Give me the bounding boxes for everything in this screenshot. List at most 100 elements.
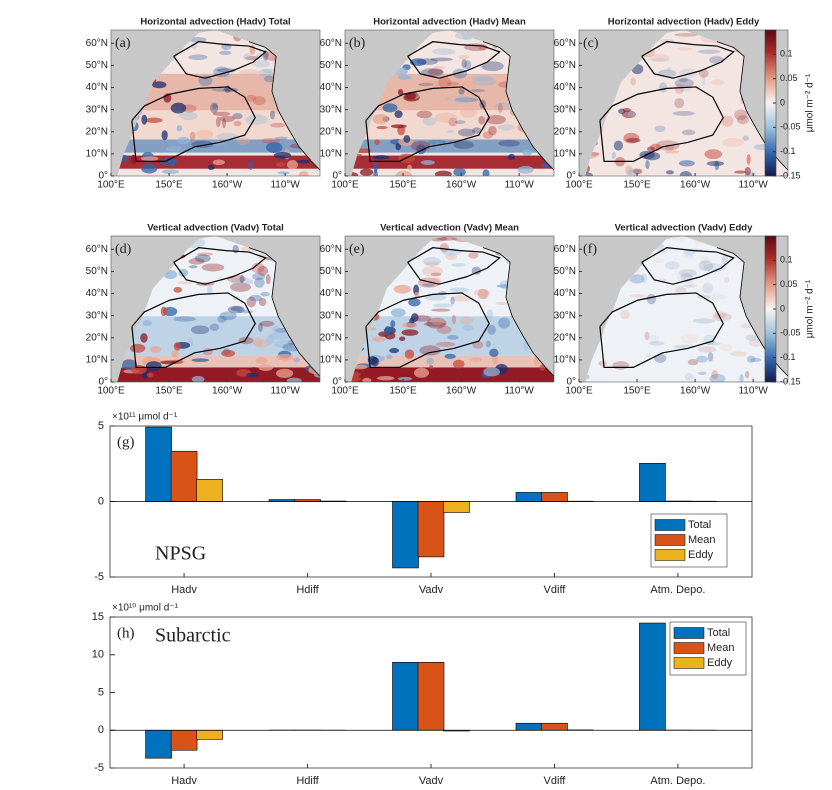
field-patch (222, 117, 227, 129)
field-band (351, 367, 554, 382)
field-patch (654, 125, 666, 133)
legend-swatch (654, 519, 686, 531)
field-patch (293, 357, 300, 363)
field-patch (659, 82, 668, 93)
field-patch (710, 79, 725, 86)
field-patch (161, 130, 168, 141)
y-tick-label: 0° (332, 171, 342, 182)
field-patch (286, 377, 302, 382)
subarctic-boundary (641, 41, 735, 79)
y-tick-label: 10 (92, 649, 104, 661)
field-patch (472, 341, 484, 349)
field-patch (451, 314, 456, 325)
field-patch (482, 131, 494, 139)
field-patch (255, 357, 268, 364)
field-patch (152, 81, 167, 89)
x-tick-label: 160°W (680, 386, 711, 397)
field-band (117, 355, 320, 368)
field-patch (270, 110, 276, 120)
colorbar-tick-label: 0.1 (780, 255, 793, 265)
field-patch (374, 139, 380, 145)
bar (196, 729, 223, 740)
x-tick-label: 160°W (212, 386, 243, 397)
colorbar-label: μmol m⁻² d⁻¹ (805, 279, 816, 338)
y-tick-label: 10°N (320, 149, 342, 160)
field-patch (414, 292, 420, 298)
field-patch (478, 115, 486, 125)
field-patch (249, 367, 259, 373)
y-tick-label: 30°N (554, 310, 576, 321)
field-patch (473, 288, 491, 297)
field-patch (697, 346, 716, 353)
field-patch (190, 43, 198, 49)
y-tick-label: 50°N (554, 60, 576, 71)
field-patch (246, 94, 257, 102)
y-tick-label: 50°N (320, 60, 342, 71)
field-patch (404, 349, 415, 359)
legend-label: Eddy (707, 657, 733, 669)
field-patch (389, 347, 400, 354)
field-patch (692, 318, 716, 324)
y-tick-label: 50°N (320, 266, 342, 277)
field-patch (420, 160, 435, 165)
field-patch (145, 361, 162, 372)
field-patch (372, 155, 390, 160)
field-patch (498, 103, 503, 114)
field-band (351, 355, 554, 368)
x-tick-label: 100°E (565, 386, 593, 397)
subarctic-boundary (641, 247, 735, 285)
bar (541, 492, 568, 502)
x-tick-label: 100°E (565, 180, 593, 191)
scale-label: ×10¹⁰ μmol d⁻¹ (112, 603, 179, 614)
field-patch (488, 126, 497, 136)
field-patch (130, 154, 137, 165)
coastline (248, 247, 321, 377)
legend-label: Total (707, 627, 730, 639)
field-patch (697, 371, 707, 375)
field-patch (458, 54, 470, 60)
field-patch (386, 354, 393, 360)
bar (443, 501, 470, 513)
field-patch (711, 370, 719, 380)
field-patch (230, 282, 252, 292)
field-patch (358, 374, 365, 379)
field-patch (273, 152, 292, 159)
x-tick-label: Vdiff (544, 775, 567, 787)
x-tick-label: 150°E (389, 180, 417, 191)
field-patch (449, 287, 469, 293)
field-patch (211, 88, 234, 92)
panel-label: (a) (115, 36, 131, 51)
bar (639, 462, 666, 502)
field-patch (679, 171, 692, 176)
field-patch (142, 320, 152, 326)
field-patch (453, 95, 472, 104)
field-patch (274, 340, 297, 349)
scale-label: ×10¹¹ μmol d⁻¹ (112, 412, 178, 423)
x-tick-label: 110°W (270, 386, 300, 397)
field-patch (517, 165, 534, 174)
field-patch (709, 373, 726, 382)
y-tick-label: 30°N (554, 104, 576, 115)
field-patch (298, 170, 309, 176)
field-patch (202, 348, 213, 356)
field-patch (706, 161, 725, 167)
x-tick-label: 100°E (331, 180, 359, 191)
field-patch (209, 323, 220, 332)
field-patch (246, 372, 260, 378)
field-patch (698, 68, 709, 78)
field-patch (705, 342, 721, 346)
field-patch (679, 77, 688, 83)
field-patch (419, 345, 441, 356)
field-patch (640, 273, 648, 284)
y-tick-label: 0° (566, 377, 576, 388)
bar (392, 501, 419, 569)
field-patch (585, 172, 593, 176)
field-patch (683, 284, 698, 288)
field-patch (395, 170, 413, 176)
field-patch (471, 75, 493, 82)
y-tick-label: 0° (332, 377, 342, 388)
field-patch (160, 306, 167, 317)
field-patch (679, 68, 698, 79)
field-patch (457, 128, 476, 137)
field-patch (648, 341, 665, 346)
